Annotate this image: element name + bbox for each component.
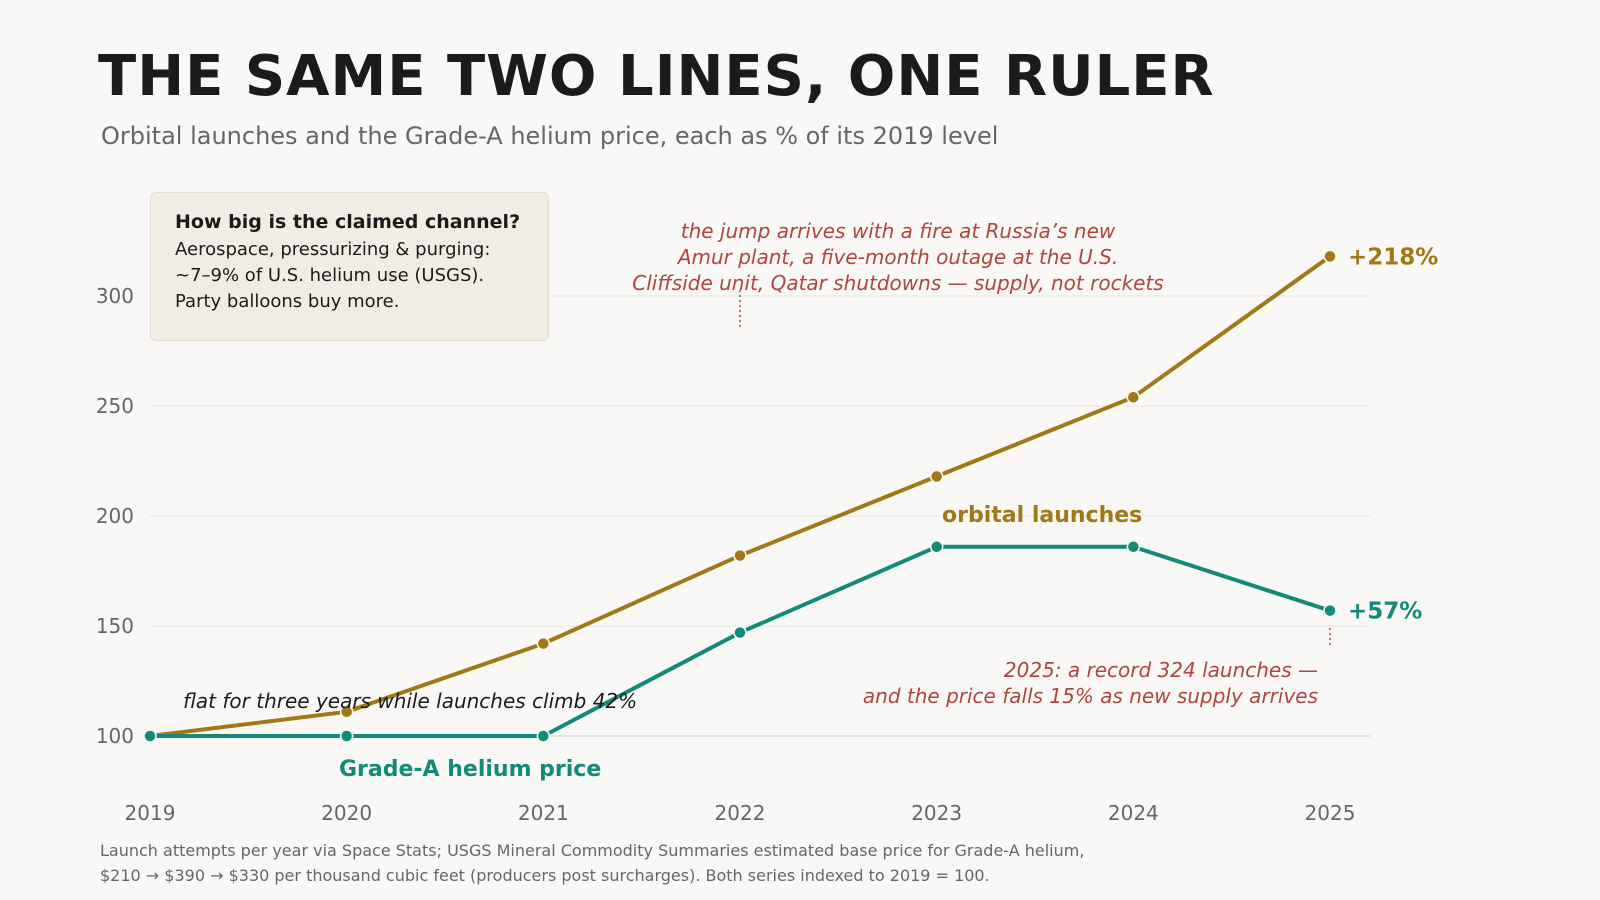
- y-tick-label: 150: [96, 614, 134, 638]
- annotation-record-launches: 2025: a record 324 launches — and the pr…: [780, 657, 1318, 709]
- series-group: [143, 249, 1337, 743]
- callout-line: ~7–9% of U.S. helium use (USGS).: [175, 265, 485, 286]
- y-tick-label: 250: [96, 394, 134, 418]
- x-tick-label: 2019: [125, 801, 176, 825]
- helium-point: [929, 540, 944, 554]
- launches-point: [536, 636, 551, 651]
- launches-point: [1323, 249, 1337, 264]
- channel-callout-box: How big is the claimed channel? Aerospac…: [150, 192, 549, 341]
- helium-point: [339, 729, 354, 743]
- helium-point: [536, 729, 551, 743]
- y-tick-labels: 100 150 200 250 300: [96, 284, 134, 748]
- chart-subtitle: Orbital launches and the Grade-A helium …: [101, 122, 999, 150]
- annotation-leaders: [739, 290, 1331, 648]
- callout-title: How big is the claimed channel?: [175, 211, 521, 233]
- x-tick-label: 2021: [518, 801, 569, 825]
- x-tick-label: 2025: [1305, 801, 1356, 825]
- y-tick-label: 200: [96, 504, 134, 528]
- annotation-line: 2025: a record 324 launches —: [1003, 658, 1318, 682]
- annotation-supply-jump: the jump arrives with a fire at Russia’s…: [600, 218, 1196, 296]
- callout-line: Party balloons buy more.: [175, 291, 400, 312]
- annotation-flat-price: flat for three years while launches clim…: [183, 689, 638, 713]
- launches-point: [733, 548, 747, 563]
- launches-end-label: +218%: [1348, 244, 1438, 270]
- helium-end-label: +57%: [1348, 599, 1422, 625]
- helium-point: [1323, 603, 1337, 618]
- annotation-line: Cliffside unit, Qatar shutdowns — supply…: [632, 271, 1164, 295]
- y-tick-label: 100: [96, 724, 134, 748]
- chart-title: THE SAME TWO LINES, ONE RULER: [98, 44, 1215, 109]
- source-footnote: Launch attempts per year via Space Stats…: [100, 838, 1084, 888]
- footnote-line: $210 → $390 → $330 per thousand cubic fe…: [100, 866, 990, 885]
- annotation-line: the jump arrives with a fire at Russia’s…: [680, 219, 1116, 243]
- x-tick-labels: 2019 2020 2021 2022 2023 2024 2025: [125, 801, 1356, 825]
- launches-point: [929, 469, 944, 484]
- helium-series-label: Grade-A helium price: [339, 757, 601, 782]
- helium-point: [1126, 540, 1141, 554]
- annotation-line: and the price falls 15% as new supply ar…: [862, 684, 1318, 708]
- x-tick-label: 2023: [911, 801, 962, 825]
- helium-point: [143, 729, 157, 743]
- annotation-line: Amur plant, a five-month outage at the U…: [677, 245, 1119, 269]
- y-tick-label: 300: [96, 284, 134, 308]
- series-labels: +218% +57% orbital launches Grade-A helium …: [339, 244, 1438, 782]
- x-tick-label: 2020: [321, 801, 372, 825]
- launches-point: [339, 705, 354, 719]
- callout-body: Aerospace, pressurizing & purging: ~7–9%…: [175, 237, 548, 315]
- footnote-line: Launch attempts per year via Space Stats…: [100, 841, 1085, 860]
- launches-point: [1126, 390, 1141, 404]
- launches-series-label: orbital launches: [942, 503, 1142, 528]
- callout-line: Aerospace, pressurizing & purging:: [175, 239, 491, 260]
- x-tick-label: 2022: [715, 801, 766, 825]
- helium-point: [733, 625, 747, 640]
- x-tick-label: 2024: [1108, 801, 1159, 825]
